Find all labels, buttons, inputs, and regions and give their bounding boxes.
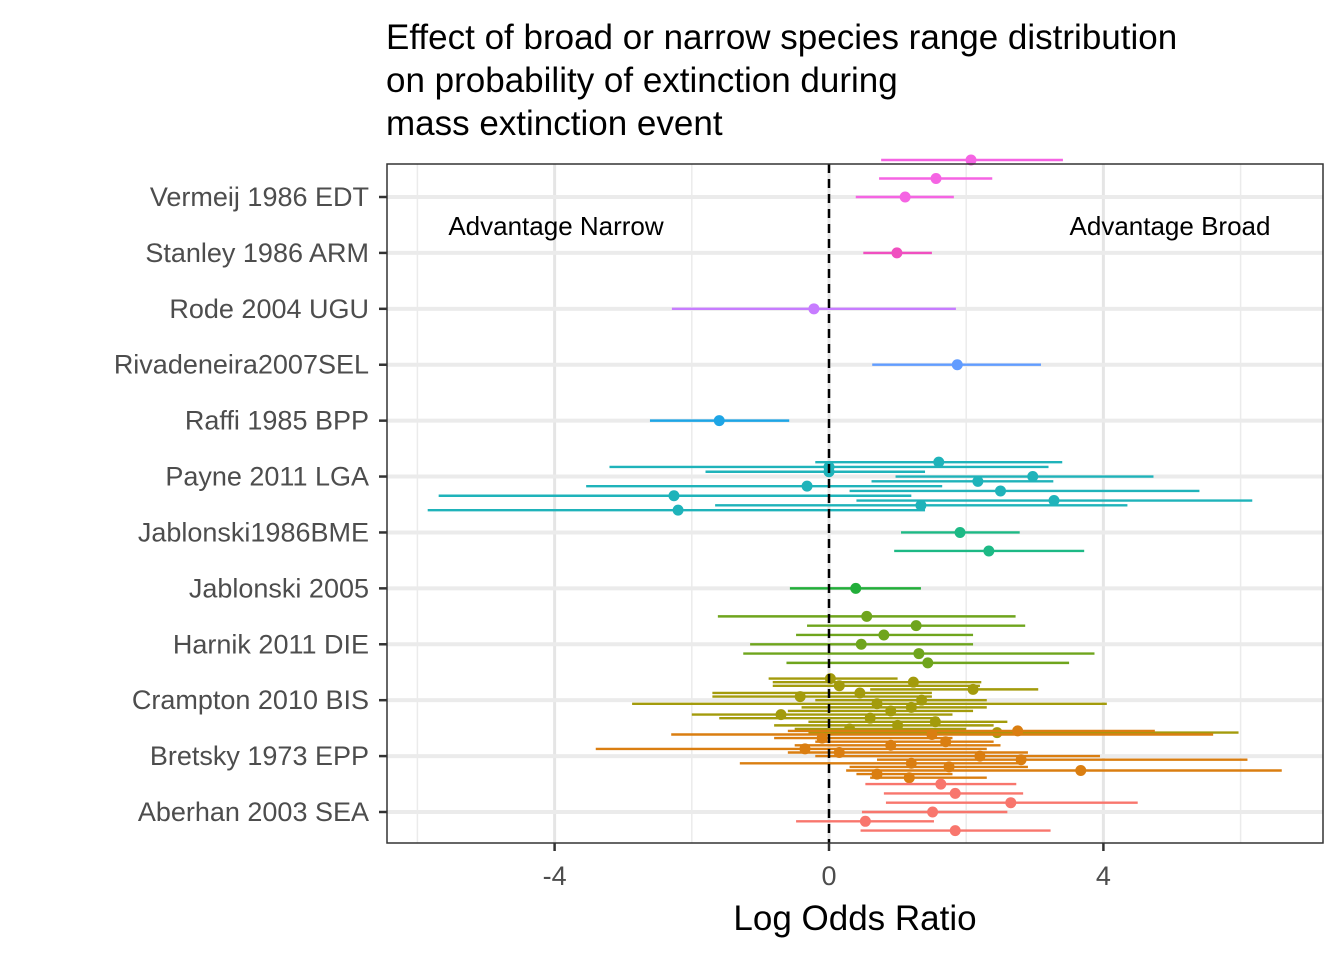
point-estimate: [1048, 495, 1060, 507]
point-estimate: [915, 499, 927, 511]
point-estimate: [991, 727, 1003, 739]
panel-border: [386, 163, 1324, 844]
estimate-row: [901, 526, 1020, 538]
point-estimate: [951, 359, 963, 371]
y-tick-label: Harnik 2011 DIE: [173, 629, 369, 659]
estimate-row: [796, 629, 974, 641]
point-estimate: [949, 825, 961, 837]
x-tick-label: 0: [821, 861, 836, 891]
estimate-row: [717, 610, 1016, 622]
point-estimate: [933, 456, 945, 468]
point-estimate: [855, 638, 867, 650]
y-tick-label: Jablonski 2005: [189, 573, 369, 603]
point-estimate: [927, 806, 939, 818]
estimate-row: [438, 490, 912, 502]
estimate-row: [885, 797, 1138, 809]
y-tick-label: Stanley 1986 ARM: [145, 238, 369, 268]
y-tick-label: Raffi 1985 BPP: [185, 406, 369, 436]
title-line-2: on probability of extinction during: [386, 61, 898, 100]
point-estimate: [878, 629, 890, 641]
point-estimate: [995, 485, 1006, 497]
estimate-row: [796, 815, 934, 827]
estimate-row: [870, 772, 987, 784]
point-estimate: [1005, 797, 1017, 809]
point-estimate: [672, 504, 684, 516]
point-estimate: [949, 787, 961, 799]
y-tick-label: Crampton 2010 BIS: [132, 685, 369, 715]
point-estimate: [930, 173, 942, 184]
estimate-row: [807, 620, 1026, 632]
y-tick-label: Vermeij 1986 EDT: [150, 182, 369, 212]
estimate-row: [712, 691, 932, 703]
point-estimate: [1075, 764, 1087, 776]
estimate-row: [855, 191, 954, 203]
estimate-row: [863, 247, 932, 259]
estimate-row: [715, 499, 1128, 511]
point-estimate: [1027, 471, 1039, 483]
y-tick-label: Rode 2004 UGU: [169, 294, 369, 324]
point-estimate: [935, 778, 947, 790]
point-estimate: [967, 683, 979, 695]
estimate-row: [879, 173, 993, 184]
point-estimate: [850, 582, 862, 594]
point-estimate: [794, 691, 806, 703]
estimate-row: [750, 638, 974, 650]
point-estimate: [910, 620, 922, 632]
annotation-advantage-broad: Advantage Broad: [1070, 211, 1271, 241]
estimate-row: [671, 303, 956, 315]
estimate-row: [427, 504, 926, 516]
estimate-row: [861, 806, 1008, 818]
chart-title: Effect of broad or narrow species range …: [386, 16, 1177, 145]
estimate-row: [786, 657, 1070, 669]
estimate-row: [881, 154, 1063, 166]
estimate-row: [743, 648, 1095, 660]
estimate-row: [872, 359, 1041, 371]
estimate-row: [865, 778, 1017, 790]
y-tick-label: Bretsky 1973 EPP: [150, 741, 369, 771]
point-estimate: [801, 480, 813, 492]
annotation-advantage-narrow: Advantage Narrow: [448, 211, 664, 241]
point-estimate: [903, 772, 915, 784]
estimate-row: [895, 471, 1154, 483]
estimate-row: [815, 456, 1063, 468]
x-tick-label: 4: [1096, 861, 1111, 891]
estimate-row: [849, 485, 1200, 497]
y-tick-label: Jablonski1986BME: [138, 517, 369, 547]
point-estimate: [922, 657, 934, 669]
point-estimate: [891, 247, 903, 259]
y-tick-label: Aberhan 2003 SEA: [138, 797, 369, 827]
point-estimate: [859, 815, 871, 827]
estimate-row: [860, 825, 1051, 837]
estimate-row: [789, 582, 921, 594]
point-estimate: [913, 648, 925, 660]
estimate-row: [871, 475, 1054, 487]
point-estimate: [899, 191, 911, 203]
title-line-3: mass extinction event: [386, 104, 723, 143]
point-estimate: [972, 475, 984, 487]
point-estimate: [668, 490, 680, 502]
estimate-row: [772, 680, 980, 692]
title-line-1: Effect of broad or narrow species range …: [386, 18, 1178, 57]
plot-marks: [427, 154, 1282, 837]
y-tick-label: Rivadeneira2007SEL: [114, 350, 369, 380]
estimate-row: [870, 683, 1039, 695]
point-estimate: [983, 545, 995, 557]
point-estimate: [808, 303, 820, 315]
estimate-row: [586, 480, 943, 492]
estimate-row: [649, 415, 790, 427]
point-estimate: [861, 610, 873, 622]
estimate-row: [894, 545, 1085, 557]
x-tick-label: -4: [543, 861, 567, 891]
x-axis: -4 0 4: [543, 843, 1111, 891]
estimate-row: [846, 764, 1282, 776]
point-estimate: [713, 415, 725, 427]
x-axis-title: Log Odds Ratio: [733, 899, 976, 938]
estimate-row: [883, 787, 1024, 799]
point-estimate: [954, 526, 966, 538]
y-axis: Vermeij 1986 EDT Stanley 1986 ARM Rode 200…: [114, 182, 387, 827]
point-estimate: [965, 154, 977, 166]
point-estimate: [833, 680, 845, 692]
y-tick-label: Payne 2011 LGA: [165, 462, 369, 492]
